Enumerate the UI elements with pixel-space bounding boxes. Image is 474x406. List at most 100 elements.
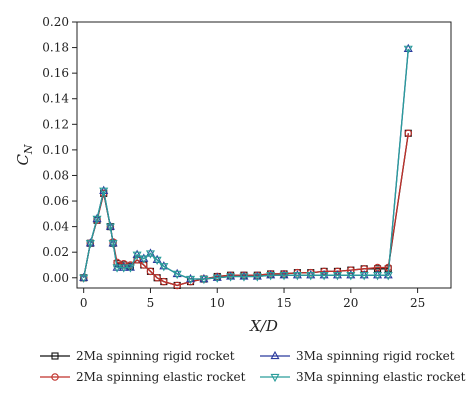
y-tick-label: 0.02	[42, 245, 69, 259]
x-tick-label: 10	[210, 296, 225, 310]
axes	[76, 21, 452, 289]
data-point-marker	[383, 272, 393, 281]
series-3	[79, 43, 413, 283]
series-group	[79, 43, 413, 290]
y-tick-label: 0.14	[42, 92, 69, 106]
axis-titles: CN X/D	[14, 144, 278, 335]
legend-item: 3Ma spinning elastic rocket	[260, 370, 466, 384]
data-point-marker	[404, 129, 413, 138]
data-point-marker	[252, 273, 262, 282]
data-point-marker	[51, 373, 59, 381]
y-tick-label: 0.08	[42, 168, 69, 182]
data-point-marker	[199, 275, 209, 285]
legend-label: 3Ma spinning elastic rocket	[296, 370, 466, 384]
x-axis-title: X/D	[249, 317, 278, 335]
data-point-marker	[112, 262, 122, 271]
data-point-marker	[270, 373, 280, 383]
data-point-marker	[125, 264, 135, 273]
data-point-marker	[212, 274, 222, 283]
legend-label: 2Ma spinning elastic rocket	[76, 370, 246, 384]
y-tick-label: 0.12	[42, 117, 69, 131]
series-4	[79, 45, 413, 285]
data-point-marker	[105, 223, 115, 232]
data-point-marker	[108, 240, 118, 249]
data-point-marker	[226, 271, 236, 280]
y-tick-label: 0.04	[42, 220, 69, 234]
data-point-marker	[347, 266, 355, 274]
data-point-marker	[159, 263, 169, 272]
data-point-marker	[152, 254, 162, 264]
data-point-marker	[79, 272, 89, 281]
data-point-marker	[173, 281, 181, 290]
data-point-marker	[226, 273, 236, 282]
data-point-marker	[139, 255, 149, 264]
data-point-marker	[79, 274, 89, 283]
data-point-marker	[132, 249, 142, 258]
y-tick-label: 0.06	[42, 194, 69, 208]
data-point-marker	[125, 262, 135, 271]
data-point-marker	[119, 264, 129, 273]
data-point-marker	[279, 272, 289, 281]
y-axis-title: CN	[14, 144, 35, 165]
data-point-marker	[292, 270, 302, 279]
y-tick-label: 0.00	[42, 271, 69, 285]
data-point-marker	[306, 272, 316, 281]
legend-label: 2Ma spinning rigid rocket	[76, 349, 235, 363]
legend: 2Ma spinning rigid rocket 2Ma spinning el…	[40, 349, 466, 384]
data-point-marker	[146, 267, 155, 276]
data-point-marker	[332, 270, 342, 279]
series-line	[83, 48, 409, 280]
data-point-marker	[279, 270, 289, 279]
data-point-marker	[132, 251, 142, 260]
x-tick-label: 20	[343, 296, 358, 310]
legend-item: 2Ma spinning rigid rocket	[40, 349, 235, 363]
data-point-marker	[306, 270, 316, 279]
data-point-marker	[153, 274, 161, 282]
data-point-marker	[319, 272, 329, 281]
data-point-marker	[266, 272, 276, 281]
data-point-marker	[51, 352, 59, 360]
data-point-marker	[152, 256, 162, 266]
plot-frame	[76, 21, 452, 289]
data-point-marker	[359, 270, 369, 279]
data-point-marker	[346, 270, 356, 279]
data-point-marker	[373, 270, 383, 279]
data-point-marker	[119, 262, 129, 271]
data-point-marker	[99, 187, 109, 196]
data-point-marker	[359, 272, 369, 281]
data-point-marker	[145, 248, 155, 257]
data-point-marker	[172, 270, 182, 280]
data-point-marker	[270, 350, 280, 360]
data-point-marker	[160, 277, 168, 286]
data-point-marker	[319, 270, 329, 279]
data-point-marker	[292, 272, 302, 281]
data-point-marker	[92, 213, 102, 223]
y-tick-label: 0.10	[42, 143, 69, 157]
x-tick-label: 25	[410, 296, 425, 310]
data-point-marker	[85, 240, 95, 249]
data-point-marker	[239, 271, 249, 280]
x-tick-label: 5	[147, 296, 155, 310]
x-tick-label: 15	[276, 296, 291, 310]
legend-item: 2Ma spinning elastic rocket	[40, 370, 246, 384]
tick-marks	[72, 21, 419, 293]
y-tick-label: 0.18	[42, 41, 69, 55]
data-point-marker	[403, 45, 413, 55]
x-tick-label: 0	[80, 296, 88, 310]
y-tick-label: 0.16	[42, 66, 69, 80]
data-point-marker	[266, 270, 276, 279]
data-point-marker	[373, 272, 383, 281]
data-point-marker	[332, 272, 342, 281]
y-tick-label: 0.20	[42, 15, 69, 29]
data-point-marker	[346, 272, 356, 281]
data-point-marker	[239, 273, 249, 282]
tick-labels: 0 5 10 15 20 25 0.00 0.02 0.04 0.06 0.08 0.10 0.12 0.…	[42, 15, 425, 310]
data-point-marker	[112, 264, 122, 273]
legend-item: 3Ma spinning rigid rocket	[260, 349, 455, 363]
legend-label: 3Ma spinning rigid rocket	[296, 349, 455, 363]
data-point-marker	[145, 250, 155, 259]
series-line	[83, 48, 409, 280]
data-point-marker	[92, 215, 102, 225]
